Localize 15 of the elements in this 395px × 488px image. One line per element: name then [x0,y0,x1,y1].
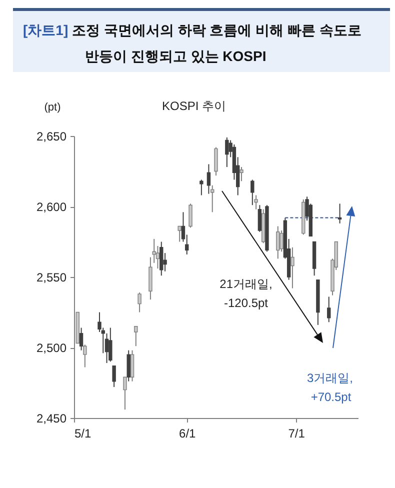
x-tick-label: 7/1 [288,426,306,440]
chart-subtitle: KOSPI 추이 [162,99,226,113]
y-tick-label: 2,650 [36,130,67,144]
annotation: 3거래일, [306,370,354,387]
x-tick-label: 6/1 [179,426,196,440]
x-tick-label: 5/1 [74,426,92,440]
y-tick-label: 2,600 [36,200,67,214]
annotation: +70.5pt [310,390,352,404]
y-tick-label: 2,500 [36,341,67,355]
y-tick-label: 2,550 [36,270,67,284]
y-tick-label: 2,450 [36,412,67,426]
annotation: -120.5pt [222,296,270,310]
y-axis-title: (pt) [44,102,61,114]
annotation: 21거래일, [218,276,274,293]
chart-title: [차트1] 조정 국면에서의 하락 흐름에 비해 빠른 속도로 반등이 진행되고 있는 KOSPI [23,21,362,66]
